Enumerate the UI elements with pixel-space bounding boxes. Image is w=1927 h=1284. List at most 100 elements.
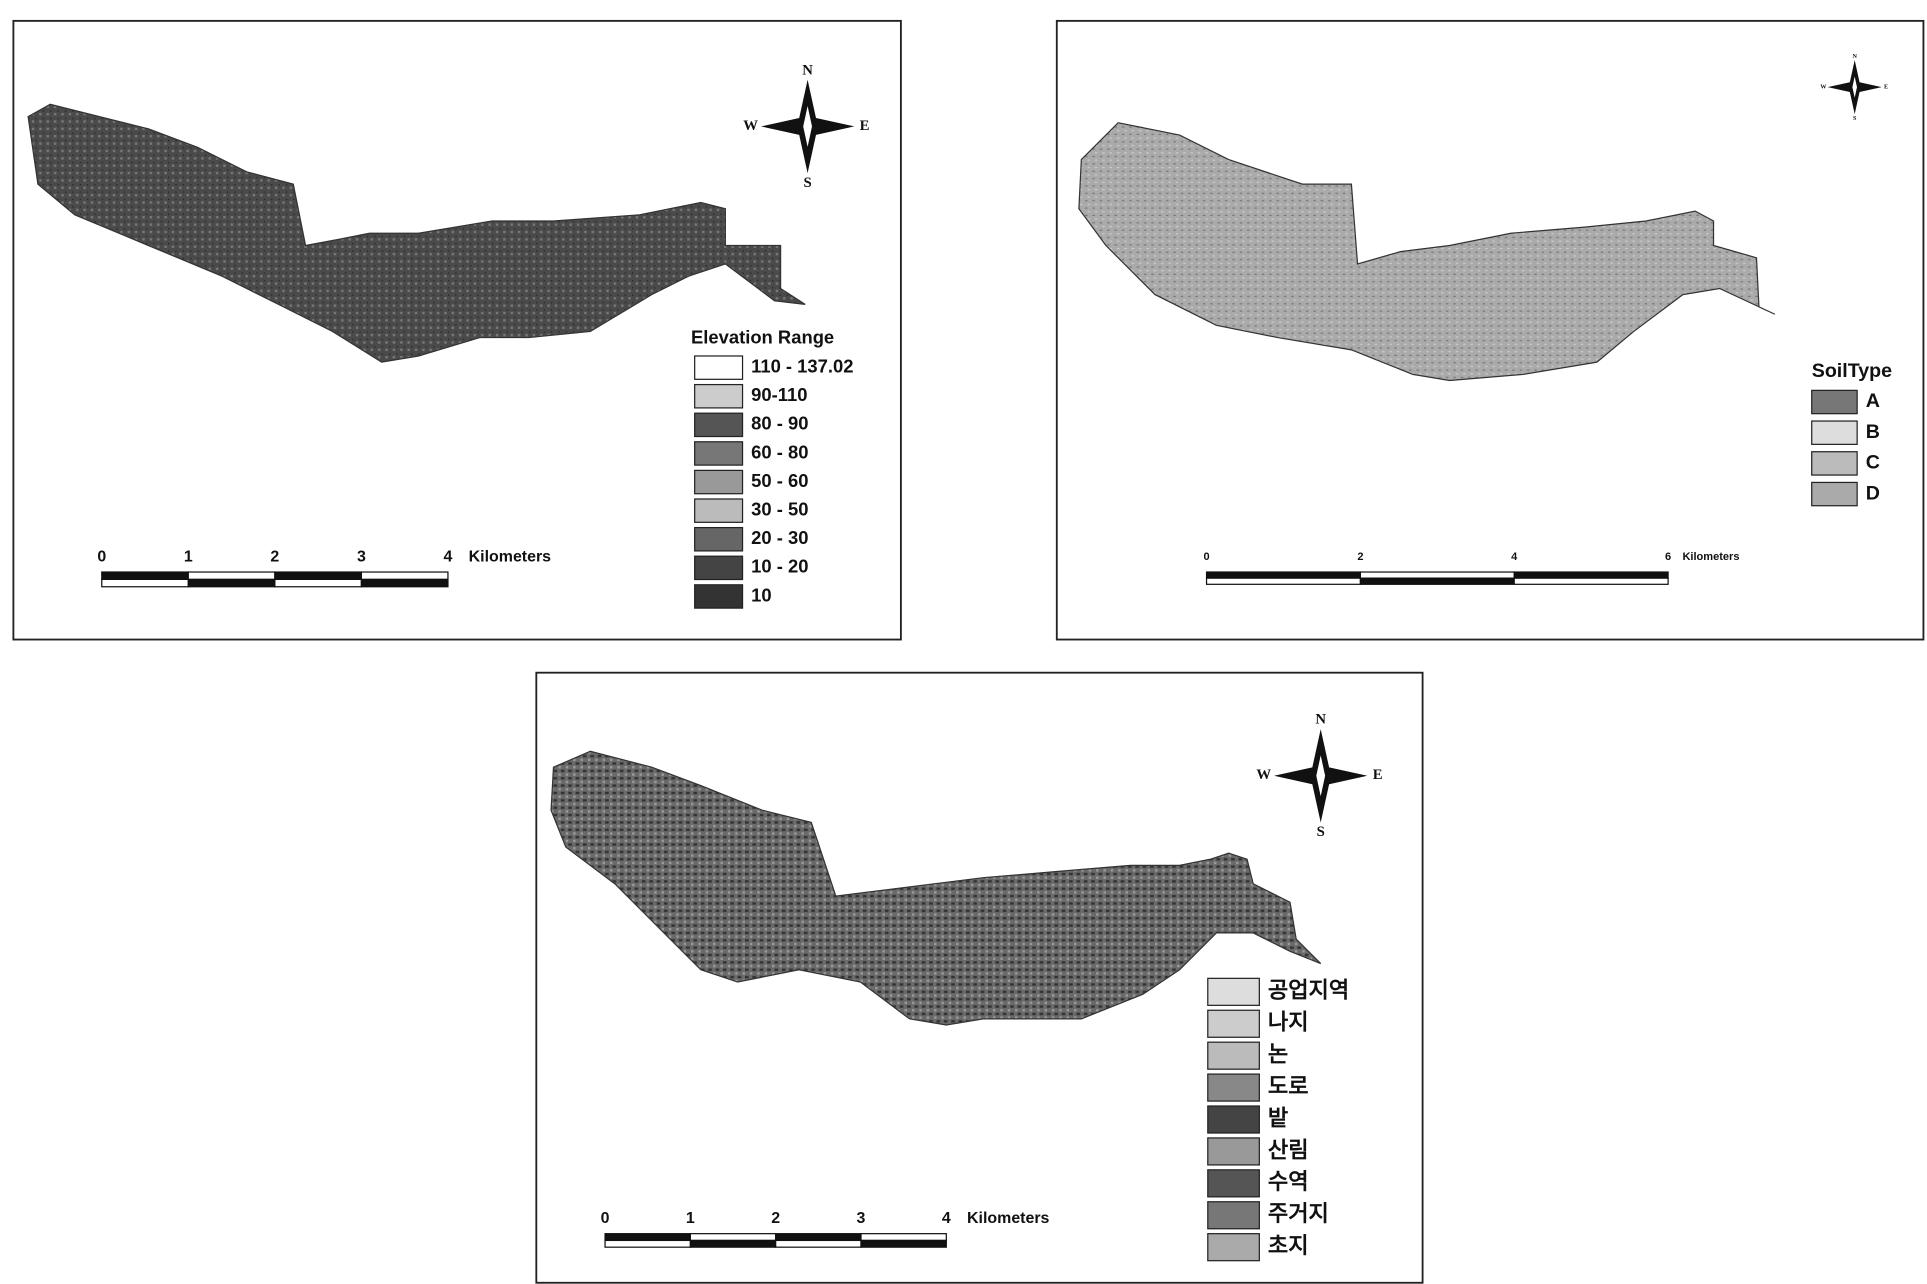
- scale-bar-tick: 4: [443, 549, 452, 566]
- legend-swatch: [1208, 1202, 1260, 1229]
- legend-swatch: [695, 499, 743, 522]
- legend-label: 10 - 20: [751, 556, 808, 577]
- watershed: [28, 104, 805, 362]
- scale-bar-segment: [361, 579, 448, 586]
- legend-label: 80 - 90: [751, 413, 808, 434]
- scale-bar-segment: [188, 579, 275, 586]
- page: N S W E Elevation Range 110 - 137.02 90-110 80 …: [0, 0, 1927, 1284]
- legend-title: Elevation Range: [691, 327, 834, 348]
- legend-label: 주거지: [1268, 1201, 1329, 1226]
- legend-label: 10: [751, 584, 771, 605]
- watershed: [1079, 123, 1775, 381]
- legend-swatch: [1208, 1138, 1260, 1165]
- legend-swatch: [1208, 1106, 1260, 1133]
- legend-label: 110 - 137.02: [751, 356, 853, 377]
- scale-bar-segment: [188, 572, 275, 579]
- legend-swatch: [695, 385, 743, 408]
- legend-swatch: [1812, 482, 1857, 505]
- compass-label: E: [1373, 767, 1383, 783]
- scale-bar-segment: [605, 1234, 690, 1241]
- scale-bar-segment: [361, 572, 448, 579]
- scale-bar-segment: [690, 1234, 775, 1241]
- scale-bar-tick: 0: [601, 1210, 610, 1227]
- scale-bar-segment: [1514, 572, 1668, 578]
- legend-label: 산림: [1268, 1137, 1309, 1162]
- scale-bar-segment: [275, 572, 362, 579]
- scale-bar-tick: 1: [686, 1210, 695, 1227]
- figure: N S W E Elevation Range 110 - 137.02 90-110 80 …: [0, 0, 1927, 1284]
- scale-bar-segment: [605, 1240, 690, 1247]
- scale-bar-unit: Kilometers: [1682, 551, 1739, 563]
- compass-label: S: [1317, 824, 1325, 840]
- legend-swatch: [695, 470, 743, 493]
- legend-label: D: [1866, 482, 1880, 504]
- scale-bar-segment: [861, 1234, 946, 1241]
- legend-label: 30 - 50: [751, 499, 808, 520]
- scale-bar-tick: 2: [771, 1210, 780, 1227]
- scale-bar-segment: [1207, 578, 1361, 584]
- compass-label: N: [1315, 712, 1326, 728]
- legend-label: C: [1866, 452, 1880, 474]
- compass-label: E: [1884, 85, 1888, 91]
- legend-label: 초지: [1268, 1233, 1309, 1258]
- scale-bar-segment: [102, 579, 189, 586]
- scale-bar-tick: 3: [357, 549, 366, 566]
- scale-bar-tick: 4: [1511, 551, 1518, 563]
- scale-bar-segment: [1514, 578, 1668, 584]
- legend-label: 논: [1268, 1042, 1288, 1067]
- legend-label: 수역: [1268, 1169, 1309, 1194]
- scale-bar-tick: 1: [184, 549, 193, 566]
- scale-bar-segment: [776, 1234, 861, 1241]
- compass-label: N: [802, 62, 813, 78]
- scale-bar-tick: 4: [942, 1210, 951, 1227]
- watershed: [551, 751, 1321, 1025]
- legend-swatch: [695, 413, 743, 436]
- scale-bar-unit: Kilometers: [967, 1210, 1050, 1227]
- scale-bar-unit: Kilometers: [469, 549, 552, 566]
- legend-swatch: [695, 356, 743, 379]
- scale-bar-tick: 0: [97, 549, 106, 566]
- compass-label: E: [860, 118, 870, 134]
- scale-bar-tick: 6: [1665, 551, 1671, 563]
- legend-swatch: [1208, 1010, 1260, 1037]
- legend-swatch: [695, 585, 743, 608]
- legend-swatch: [695, 528, 743, 551]
- legend-label: 공업지역: [1268, 978, 1349, 1003]
- legend-swatch: [1208, 1042, 1260, 1069]
- scale-bar-segment: [1207, 572, 1361, 578]
- legend-title: SoilType: [1812, 360, 1892, 382]
- scale-bar-tick: 2: [1357, 551, 1363, 563]
- legend-label: B: [1866, 421, 1880, 443]
- scale-bar-tick: 0: [1203, 551, 1209, 563]
- legend-label: 도로: [1268, 1073, 1309, 1098]
- legend-label: 나지: [1268, 1010, 1309, 1035]
- scale-bar-tick: 2: [270, 549, 279, 566]
- legend-swatch: [1812, 452, 1857, 475]
- compass-label: W: [1256, 767, 1271, 783]
- scale-bar-segment: [275, 579, 362, 586]
- legend-swatch: [1208, 978, 1260, 1005]
- legend-label: 밭: [1268, 1105, 1288, 1130]
- scale-bar-segment: [690, 1240, 775, 1247]
- legend-swatch: [1208, 1170, 1260, 1197]
- legend-label: A: [1866, 390, 1880, 412]
- legend-swatch: [1812, 421, 1857, 444]
- scale-bar-segment: [1360, 578, 1514, 584]
- compass-label: N: [1852, 54, 1857, 60]
- compass-label: W: [1820, 85, 1827, 91]
- legend-swatch: [695, 442, 743, 465]
- legend-swatch: [1208, 1234, 1260, 1261]
- legend-swatch: [1208, 1074, 1260, 1101]
- scale-bar-segment: [776, 1240, 861, 1247]
- legend-swatch: [1812, 390, 1857, 413]
- legend-label: 60 - 80: [751, 441, 808, 462]
- scale-bar-tick: 3: [857, 1210, 866, 1227]
- legend-label: 90-110: [751, 384, 807, 405]
- compass-label: S: [804, 175, 812, 191]
- compass-label: S: [1853, 116, 1857, 122]
- legend-label: 50 - 60: [751, 470, 808, 491]
- scale-bar-segment: [1360, 572, 1514, 578]
- scale-bar-segment: [102, 572, 189, 579]
- compass-label: W: [743, 118, 758, 134]
- legend-swatch: [695, 556, 743, 579]
